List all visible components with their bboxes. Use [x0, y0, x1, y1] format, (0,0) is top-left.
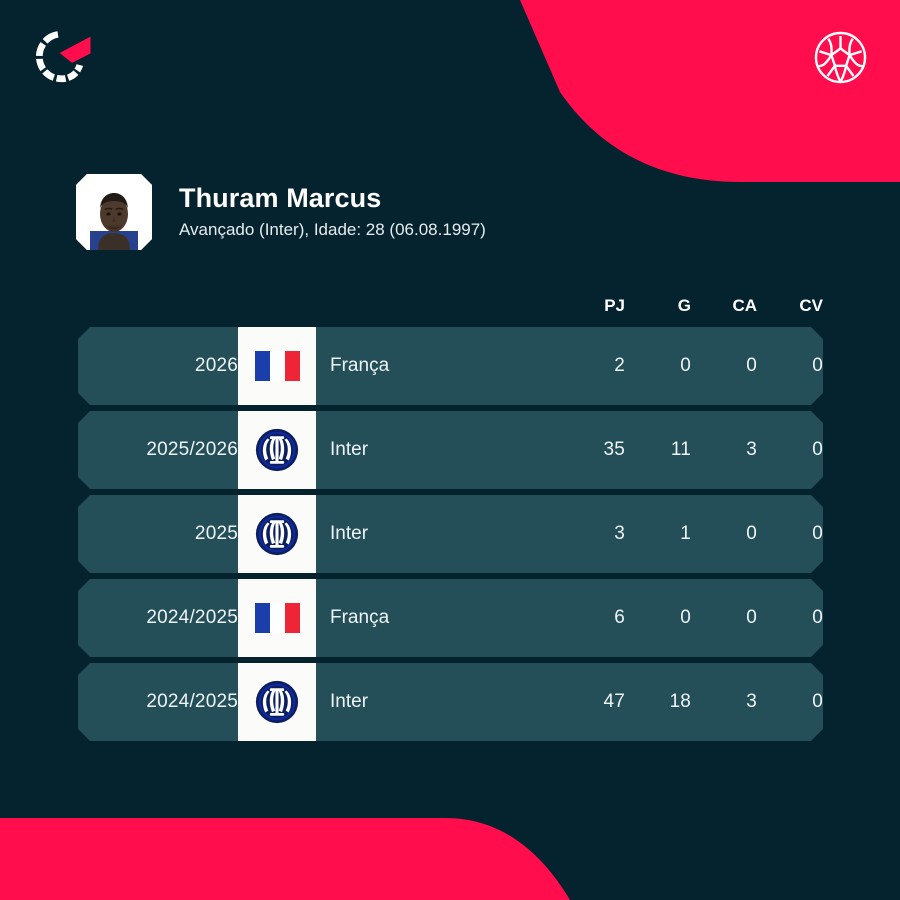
- cell-club: França: [330, 355, 390, 376]
- cell-badge: [238, 579, 316, 657]
- cell-season: 2026: [194, 355, 238, 376]
- cell-cv: 0: [812, 439, 823, 460]
- cell-pj: 35: [603, 439, 625, 460]
- cell-ca: 3: [746, 691, 757, 712]
- table-body: 2026 França 2 0 0 0 2025/2026 Inter 35 11 3 0 2025 In…: [78, 327, 823, 741]
- cell-g: 0: [680, 355, 691, 376]
- bottom-red-shape: [0, 818, 570, 900]
- page-title: Thuram Marcus: [179, 183, 382, 213]
- cell-pj: 3: [614, 523, 625, 544]
- cell-cv: 0: [812, 691, 823, 712]
- cell-g: 0: [680, 607, 691, 628]
- cell-g: 11: [670, 439, 691, 460]
- cell-season: 2024/2025: [146, 607, 238, 628]
- inter-crest-icon: [255, 512, 299, 556]
- player-meta: Avançado (Inter), Idade: 28 (06.08.1997): [179, 220, 486, 239]
- cell-ca: 0: [746, 607, 757, 628]
- france-flag-icon: [255, 603, 300, 633]
- header-cv: CV: [799, 296, 823, 315]
- cell-badge: [238, 663, 316, 741]
- football-icon[interactable]: [812, 29, 869, 86]
- cell-ca: 3: [746, 439, 757, 460]
- cell-club: França: [330, 607, 390, 628]
- inter-crest-icon: [255, 680, 299, 724]
- cell-ca: 0: [746, 523, 757, 544]
- table-row[interactable]: 2024/2025 Inter 47 18 3 0: [78, 663, 823, 741]
- header-pj: PJ: [604, 296, 625, 315]
- cell-g: 18: [669, 691, 691, 712]
- table-row[interactable]: 2024/2025 França 6 0 0 0: [78, 579, 823, 657]
- inter-crest-icon: [255, 428, 299, 472]
- cell-club: Inter: [330, 439, 369, 460]
- table-row[interactable]: 2025/2026 Inter 35 11 3 0: [78, 411, 823, 489]
- cell-season: 2024/2025: [146, 691, 238, 712]
- app-header: [0, 0, 900, 160]
- livescore-dial-logo-icon[interactable]: [33, 29, 93, 87]
- cell-ca: 0: [746, 355, 757, 376]
- cell-badge: [238, 411, 316, 489]
- cell-season: 2025/2026: [146, 439, 238, 460]
- player-portrait: [76, 174, 152, 250]
- cell-cv: 0: [812, 355, 823, 376]
- table-row[interactable]: 2026 França 2 0 0 0: [78, 327, 823, 405]
- header-g: G: [677, 296, 691, 315]
- player-summary: Thuram Marcus Avançado (Inter), Idade: 2…: [76, 173, 796, 251]
- cell-pj: 6: [614, 607, 625, 628]
- cell-season: 2025: [194, 523, 238, 544]
- cell-g: 1: [680, 523, 691, 544]
- table-header-row: PJ G CA CV: [78, 285, 823, 327]
- france-flag-icon: [255, 351, 300, 381]
- cell-cv: 0: [812, 523, 823, 544]
- cell-club: Inter: [330, 691, 369, 712]
- stats-table: PJ G CA CV 2026 França 2 0 0 0 2025/2026 Inter 3…: [78, 285, 823, 747]
- cell-badge: [238, 327, 316, 405]
- avatar: [76, 174, 152, 250]
- table-row[interactable]: 2025 Inter 3 1 0 0: [78, 495, 823, 573]
- cell-club: Inter: [330, 523, 369, 544]
- cell-pj: 2: [614, 355, 625, 376]
- cell-badge: [238, 495, 316, 573]
- header-ca: CA: [732, 296, 757, 315]
- cell-pj: 47: [603, 691, 625, 712]
- cell-cv: 0: [812, 607, 823, 628]
